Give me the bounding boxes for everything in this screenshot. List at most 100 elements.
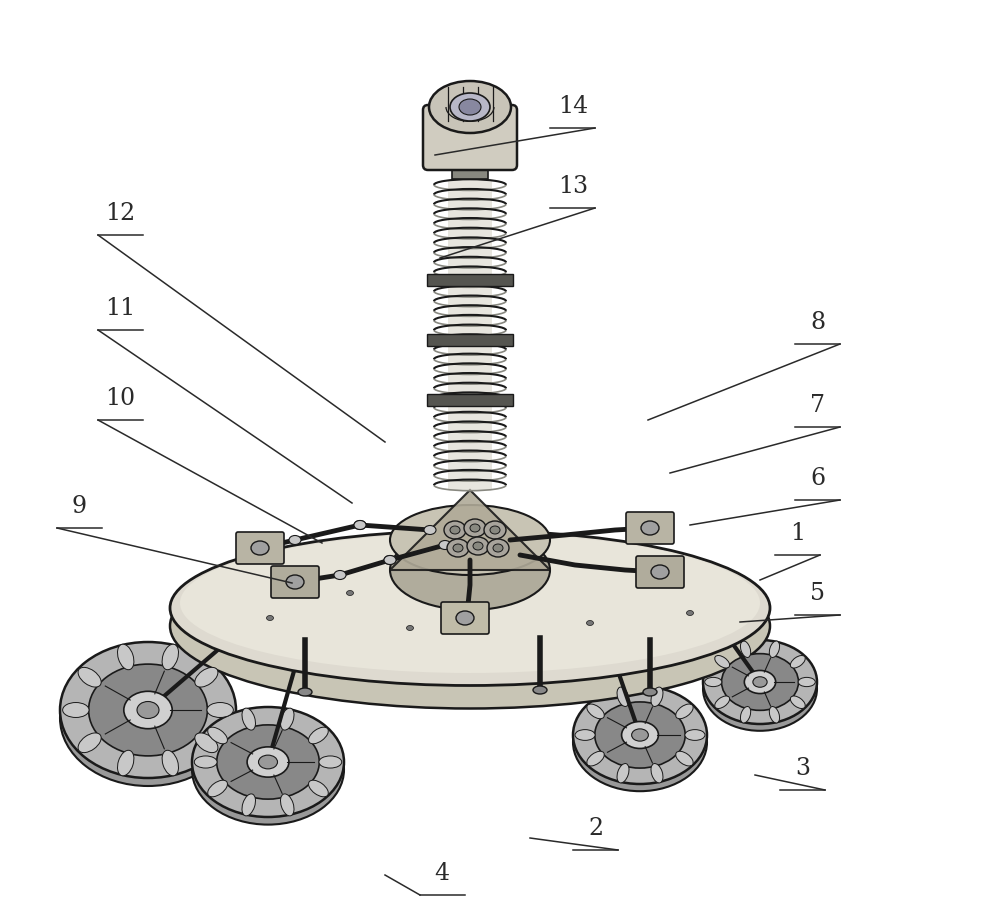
- Ellipse shape: [63, 703, 89, 717]
- Ellipse shape: [118, 644, 134, 670]
- Ellipse shape: [705, 677, 722, 686]
- Text: 10: 10: [105, 387, 135, 410]
- FancyBboxPatch shape: [236, 532, 284, 564]
- Bar: [427, 334, 513, 346]
- Polygon shape: [390, 490, 550, 570]
- Ellipse shape: [643, 688, 657, 696]
- Text: 6: 6: [810, 467, 826, 490]
- Ellipse shape: [319, 756, 342, 768]
- Ellipse shape: [595, 702, 685, 768]
- Ellipse shape: [258, 755, 278, 769]
- Ellipse shape: [769, 641, 780, 657]
- Ellipse shape: [298, 688, 312, 696]
- Ellipse shape: [641, 521, 659, 535]
- Ellipse shape: [60, 650, 236, 786]
- Ellipse shape: [192, 707, 344, 817]
- Ellipse shape: [587, 704, 604, 719]
- Ellipse shape: [60, 642, 236, 778]
- Ellipse shape: [195, 667, 218, 687]
- Ellipse shape: [194, 756, 217, 768]
- Ellipse shape: [651, 764, 663, 783]
- Bar: [427, 394, 513, 406]
- Text: 4: 4: [434, 862, 450, 885]
- Ellipse shape: [444, 521, 466, 539]
- Ellipse shape: [740, 641, 751, 657]
- Ellipse shape: [467, 537, 489, 555]
- Ellipse shape: [251, 541, 269, 555]
- FancyBboxPatch shape: [626, 512, 674, 544]
- Ellipse shape: [617, 687, 629, 706]
- Bar: [427, 274, 513, 286]
- Text: 5: 5: [810, 582, 826, 605]
- Ellipse shape: [715, 696, 730, 708]
- Ellipse shape: [790, 656, 805, 668]
- Ellipse shape: [453, 544, 463, 552]
- Ellipse shape: [78, 667, 101, 687]
- Ellipse shape: [715, 656, 730, 668]
- Ellipse shape: [798, 677, 815, 686]
- Ellipse shape: [247, 747, 289, 777]
- Ellipse shape: [703, 640, 817, 724]
- Ellipse shape: [124, 691, 172, 729]
- Ellipse shape: [137, 702, 159, 718]
- Ellipse shape: [676, 751, 693, 766]
- Ellipse shape: [769, 706, 780, 723]
- Ellipse shape: [384, 556, 396, 565]
- Ellipse shape: [180, 533, 760, 673]
- Ellipse shape: [744, 670, 776, 694]
- Ellipse shape: [790, 696, 805, 708]
- Text: 13: 13: [558, 175, 588, 198]
- Ellipse shape: [170, 544, 770, 708]
- Text: 9: 9: [71, 495, 87, 518]
- Ellipse shape: [484, 521, 506, 539]
- Ellipse shape: [617, 764, 629, 783]
- Ellipse shape: [586, 620, 594, 626]
- Ellipse shape: [78, 733, 101, 753]
- Ellipse shape: [162, 750, 178, 775]
- Ellipse shape: [192, 715, 344, 824]
- Ellipse shape: [722, 654, 798, 710]
- FancyBboxPatch shape: [441, 602, 489, 634]
- Ellipse shape: [516, 586, 524, 590]
- Ellipse shape: [470, 524, 480, 532]
- Ellipse shape: [208, 780, 227, 797]
- Ellipse shape: [354, 520, 366, 529]
- Text: 7: 7: [810, 394, 826, 417]
- Ellipse shape: [309, 727, 328, 744]
- Text: 3: 3: [796, 757, 810, 780]
- Ellipse shape: [464, 519, 486, 537]
- Ellipse shape: [686, 610, 694, 616]
- Ellipse shape: [447, 539, 469, 557]
- Ellipse shape: [632, 729, 648, 741]
- Ellipse shape: [753, 676, 767, 687]
- Text: 12: 12: [105, 202, 135, 225]
- Text: 8: 8: [810, 311, 826, 334]
- Ellipse shape: [309, 780, 328, 797]
- Text: 2: 2: [588, 817, 604, 840]
- Bar: [452, 163, 488, 179]
- Ellipse shape: [406, 626, 414, 630]
- Ellipse shape: [573, 686, 707, 784]
- Ellipse shape: [493, 544, 503, 552]
- Ellipse shape: [89, 664, 207, 755]
- Ellipse shape: [390, 530, 550, 610]
- Ellipse shape: [651, 565, 669, 579]
- Ellipse shape: [450, 93, 490, 121]
- Ellipse shape: [384, 556, 396, 565]
- Ellipse shape: [195, 733, 218, 753]
- Ellipse shape: [533, 686, 547, 694]
- Ellipse shape: [487, 539, 509, 557]
- Ellipse shape: [459, 99, 481, 115]
- Ellipse shape: [439, 540, 451, 549]
- Ellipse shape: [575, 730, 595, 740]
- Text: 1: 1: [790, 522, 806, 545]
- Bar: [448, 180, 492, 490]
- Ellipse shape: [207, 703, 233, 717]
- Ellipse shape: [334, 570, 346, 579]
- FancyBboxPatch shape: [636, 556, 684, 588]
- Ellipse shape: [685, 730, 705, 740]
- Ellipse shape: [703, 646, 817, 731]
- Ellipse shape: [740, 706, 751, 723]
- Ellipse shape: [424, 526, 436, 535]
- Ellipse shape: [354, 520, 366, 529]
